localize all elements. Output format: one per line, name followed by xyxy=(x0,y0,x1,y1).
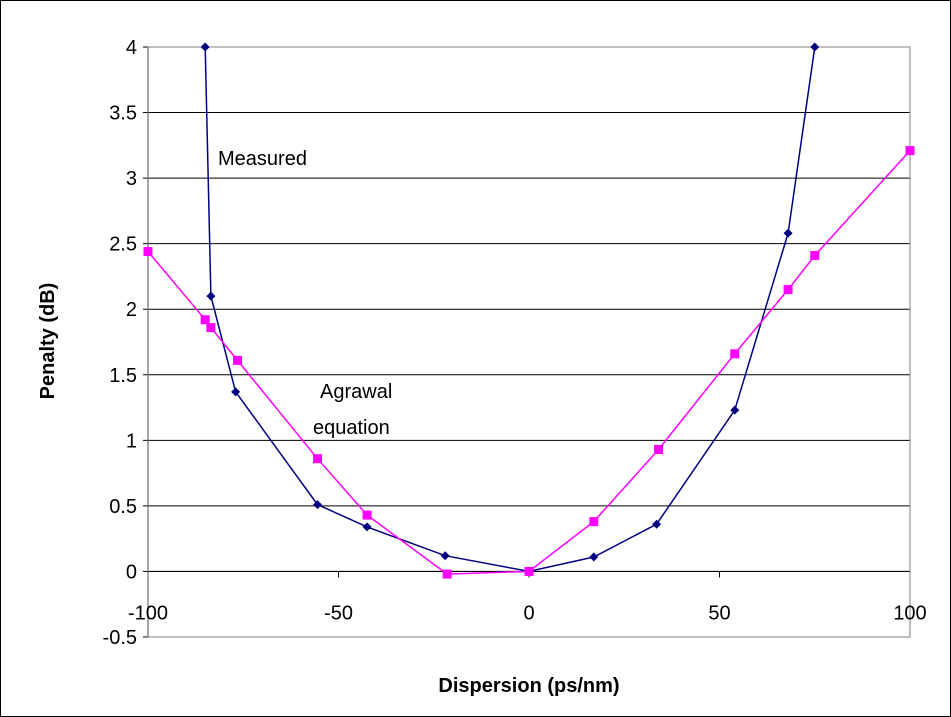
y-tick-label: 0.5 xyxy=(109,496,137,518)
series-0 xyxy=(200,42,820,576)
data-point xyxy=(810,250,820,260)
annotation-agrawal: Agrawal xyxy=(320,381,392,403)
y-tick-label: 1 xyxy=(126,430,137,452)
series-line xyxy=(204,46,816,573)
x-tick-labels: -100 -50 0 50 100 xyxy=(128,602,927,624)
x-tick-label: -50 xyxy=(324,602,353,624)
data-point xyxy=(654,445,664,455)
annotation-equation: equation xyxy=(313,417,390,439)
data-point xyxy=(206,291,216,301)
x-tick-label: 100 xyxy=(893,602,926,624)
data-point xyxy=(362,522,372,532)
data-point xyxy=(730,349,740,359)
data-point xyxy=(589,552,599,562)
data-point xyxy=(233,355,243,365)
data-point xyxy=(200,42,210,52)
data-point xyxy=(905,146,915,156)
data-point xyxy=(442,569,452,579)
data-point xyxy=(143,247,153,257)
series-1 xyxy=(143,146,915,579)
data-point xyxy=(313,500,323,510)
x-tick-label: -100 xyxy=(128,602,168,624)
plot-area-border xyxy=(147,46,911,638)
data-point xyxy=(783,228,793,238)
data-point xyxy=(231,387,241,397)
data-point xyxy=(362,510,372,520)
y-tick-label: -0.5 xyxy=(103,627,137,649)
y-tick-label: 0 xyxy=(126,561,137,583)
y-tick-label: 3 xyxy=(126,168,137,190)
data-point xyxy=(524,566,534,576)
data-point xyxy=(810,42,820,52)
x-tick-label: 0 xyxy=(523,602,534,624)
x-axis-title: Dispersion (ps/nm) xyxy=(438,675,619,697)
series-group xyxy=(143,42,915,579)
data-point xyxy=(652,519,662,529)
y-tick-label: 3.5 xyxy=(109,103,137,125)
y-tick-labels: -0.5 0 0.5 1 1.5 2 2.5 3 3.5 4 xyxy=(103,37,137,649)
data-point xyxy=(589,517,599,527)
series-line xyxy=(147,150,911,575)
y-tick-label: 4 xyxy=(126,37,137,59)
y-tick-label: 2.5 xyxy=(109,234,137,256)
data-point xyxy=(440,551,450,561)
data-point xyxy=(200,315,210,325)
data-point xyxy=(313,454,323,464)
x-tick-label: 50 xyxy=(708,602,730,624)
data-point xyxy=(730,405,740,415)
y-tick-label: 1.5 xyxy=(109,365,137,387)
y-axis-title: Penalty (dB) xyxy=(37,283,59,400)
annotation-measured: Measured xyxy=(218,148,307,170)
data-point xyxy=(206,323,216,333)
data-point xyxy=(783,285,793,295)
y-tick-label: 2 xyxy=(126,299,137,321)
gridlines xyxy=(143,46,911,638)
